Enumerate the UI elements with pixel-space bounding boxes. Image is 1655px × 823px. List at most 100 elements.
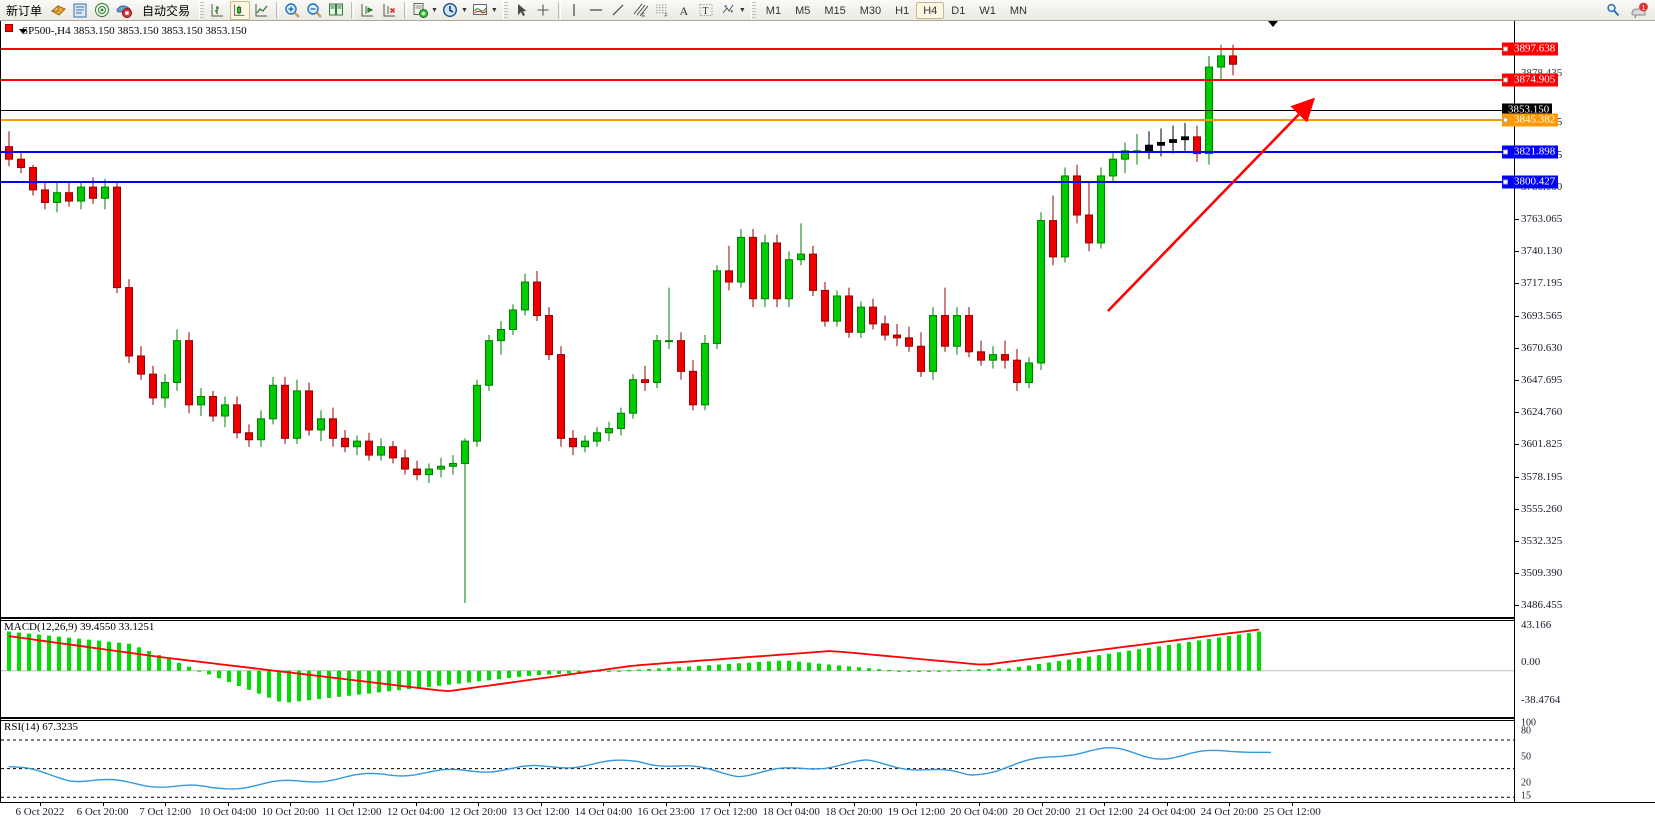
mailbox-icon[interactable]: 1 [1629, 1, 1649, 20]
timeframe-mn[interactable]: MN [1009, 4, 1027, 17]
timeframe-h1[interactable]: H1 [895, 4, 910, 17]
time-axis-label: 19 Oct 12:00 [887, 806, 946, 818]
price-tag-take-profit-lower[interactable]: 3874.905 [1502, 73, 1559, 87]
text-label-icon[interactable]: T [697, 1, 717, 20]
period-dropdown-icon[interactable]: ▼ [460, 6, 468, 14]
timeframe-m15[interactable]: M15 [824, 4, 846, 17]
toolbar-grip-1[interactable] [199, 1, 205, 19]
price-tag-value: 3853.150 [1508, 103, 1550, 116]
svg-text:E: E [642, 13, 646, 19]
time-axis-label: 11 Oct 12:00 [324, 806, 382, 818]
time-axis-label: 24 Oct 20:00 [1200, 806, 1259, 818]
price-tag-value: 3845.382 [1514, 113, 1556, 126]
zoom-in-icon[interactable] [283, 1, 303, 20]
bar-marker-caret-icon [1268, 21, 1278, 27]
expert-advisor-icon[interactable] [49, 1, 69, 20]
price-line-3874[interactable] [1, 79, 1515, 81]
time-tick [1041, 803, 1043, 806]
price-tag-current-price[interactable]: 3853.150 [1502, 103, 1553, 117]
chart-object-handle[interactable] [5, 24, 13, 32]
chart-menu-arrow-icon[interactable] [19, 29, 27, 34]
macd-indicator-panel[interactable] [1, 621, 1514, 715]
indicators-dropdown-icon[interactable]: ▼ [431, 6, 438, 14]
price-tag-handle[interactable] [1503, 77, 1508, 83]
timeframe-d1[interactable]: D1 [951, 4, 966, 17]
crosshair-icon[interactable] [534, 1, 554, 20]
indicators-icon[interactable] [411, 1, 431, 20]
time-tick [353, 803, 354, 806]
timeframe-m5[interactable]: M5 [795, 4, 811, 17]
data-window-icon[interactable] [71, 1, 91, 20]
macd-scale-bottom: -38.4764 [1521, 694, 1561, 706]
chart-window[interactable]: SP500-,H4 3853.150 3853.150 3853.150 385… [0, 21, 1655, 823]
macd-series [1, 628, 1514, 703]
cursor-icon[interactable] [512, 1, 532, 20]
rsi-scale-100: 100 [1521, 717, 1536, 729]
line-chart-icon[interactable] [252, 1, 272, 20]
macd-scale-zero: 0.00 [1521, 656, 1541, 668]
price-tick [1515, 605, 1519, 607]
tile-windows-icon[interactable] [327, 1, 347, 20]
time-axis-label: 20 Oct 04:00 [950, 806, 1008, 818]
price-tick [1515, 477, 1519, 479]
fibonacci-icon[interactable]: F [653, 1, 673, 20]
time-axis[interactable]: 6 Oct 2022 6 Oct 20:00 7 Oct 12:00 10 Oct 0… [0, 802, 1655, 823]
toolbar-separator-4 [557, 1, 561, 19]
price-tick [1515, 412, 1519, 414]
hline-icon[interactable] [587, 1, 607, 20]
rsi-panel-divider-top [1, 717, 1514, 719]
price-line-3800[interactable] [1, 181, 1515, 183]
time-tick [728, 803, 730, 806]
time-axis-label: 13 Oct 12:00 [512, 806, 570, 818]
templates-dropdown-icon[interactable]: ▼ [490, 6, 498, 14]
candlestick-chart-icon[interactable] [230, 0, 251, 20]
trendline-icon[interactable] [609, 1, 629, 20]
price-tag-handle[interactable] [1503, 46, 1508, 52]
period-icon[interactable] [441, 1, 461, 20]
toolbar-grip-2[interactable] [502, 1, 508, 19]
auto-scroll-icon[interactable] [380, 1, 400, 20]
vline-icon[interactable] [565, 1, 585, 20]
new-order-button[interactable]: 新订单 [1, 1, 47, 20]
autotrading-button[interactable]: 自动交易 [137, 1, 195, 20]
price-tag-take-profit-upper[interactable]: 3897.638 [1502, 42, 1559, 56]
price-tag-handle[interactable] [1503, 149, 1508, 155]
timeframe-m1[interactable]: M1 [765, 4, 782, 17]
autotrading-icon[interactable] [115, 1, 135, 20]
time-axis-label: 24 Oct 04:00 [1138, 806, 1196, 818]
bar-chart-icon[interactable] [208, 1, 228, 20]
templates-icon[interactable] [471, 1, 491, 20]
timeframe-m30[interactable]: M30 [859, 4, 882, 17]
equidistant-channel-icon[interactable]: E [631, 1, 651, 20]
price-tick-label: 3601.825 [1521, 438, 1563, 451]
time-axis-label: 12 Oct 20:00 [449, 806, 507, 818]
price-tag-handle[interactable] [1503, 117, 1508, 123]
price-line-3821[interactable] [1, 151, 1515, 153]
rsi-scale-80: 80 [1521, 725, 1531, 737]
shapes-icon[interactable] [719, 1, 739, 20]
time-tick [227, 803, 229, 806]
chart-shift-icon[interactable] [358, 1, 378, 20]
navigator-icon[interactable] [93, 1, 113, 20]
search-icon[interactable] [1604, 1, 1624, 20]
time-tick [603, 803, 605, 806]
timeframe-h4[interactable]: H4 [916, 1, 945, 19]
price-tick-label: 3624.760 [1521, 406, 1563, 419]
price-tag-handle[interactable] [1503, 179, 1508, 185]
price-line-current [1, 110, 1515, 111]
price-line-3897[interactable] [1, 48, 1515, 50]
text-icon[interactable]: A [675, 1, 695, 20]
toolbar-grip-3[interactable] [750, 1, 756, 19]
price-tag-support-lower[interactable]: 3800.427 [1502, 175, 1559, 189]
zoom-out-icon[interactable] [305, 1, 325, 20]
time-tick [40, 803, 41, 806]
price-line-3845[interactable] [1, 119, 1515, 121]
price-tick-label: 3532.325 [1521, 535, 1563, 548]
price-tag-support-upper[interactable]: 3821.898 [1502, 145, 1559, 159]
rsi-indicator-panel[interactable] [1, 721, 1514, 802]
price-tick [1515, 444, 1519, 446]
shapes-dropdown-icon[interactable]: ▼ [738, 6, 746, 14]
price-tag-pending-order[interactable]: 3845.382 [1502, 113, 1559, 127]
time-axis-label: 10 Oct 20:00 [261, 806, 320, 818]
timeframe-w1[interactable]: W1 [979, 4, 996, 17]
